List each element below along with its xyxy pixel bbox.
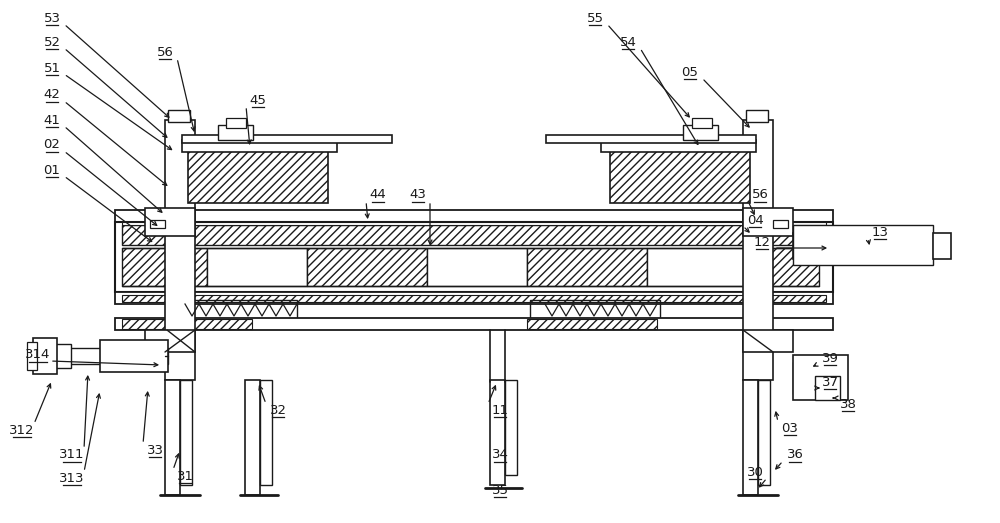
Text: 31: 31: [176, 470, 194, 483]
Text: 311: 311: [59, 449, 85, 461]
Text: 314: 314: [25, 348, 51, 361]
Bar: [188, 148, 328, 203]
Text: 05: 05: [682, 65, 698, 78]
Bar: [505, 380, 517, 475]
Bar: [427, 248, 527, 286]
Bar: [115, 318, 833, 330]
Bar: [546, 135, 756, 143]
Bar: [793, 378, 843, 394]
Bar: [527, 248, 647, 286]
Bar: [68, 348, 168, 364]
Bar: [122, 295, 826, 302]
Bar: [260, 380, 272, 485]
Bar: [743, 120, 773, 380]
Bar: [168, 110, 190, 122]
Text: 55: 55: [586, 12, 604, 25]
Text: 52: 52: [44, 36, 60, 49]
Bar: [933, 233, 951, 259]
Bar: [773, 220, 788, 228]
Bar: [815, 376, 840, 400]
Text: 44: 44: [370, 188, 386, 201]
Bar: [793, 355, 848, 400]
Bar: [122, 225, 826, 245]
Text: 30: 30: [747, 465, 763, 479]
Bar: [226, 118, 246, 128]
Bar: [793, 233, 898, 259]
Text: 13: 13: [872, 225, 889, 238]
Bar: [743, 330, 793, 352]
Text: 36: 36: [787, 449, 803, 461]
Bar: [793, 225, 933, 265]
Bar: [165, 380, 180, 495]
Bar: [683, 125, 718, 140]
Text: 54: 54: [620, 36, 636, 49]
Bar: [145, 208, 195, 236]
Bar: [27, 342, 37, 370]
Text: 51: 51: [44, 62, 60, 74]
Text: 43: 43: [410, 188, 426, 201]
Bar: [145, 330, 195, 352]
Bar: [182, 135, 392, 143]
Text: 312: 312: [9, 424, 35, 437]
Text: 56: 56: [157, 46, 173, 59]
Bar: [743, 208, 793, 236]
Bar: [743, 380, 758, 495]
Bar: [115, 222, 833, 292]
Bar: [122, 319, 252, 329]
Text: 56: 56: [752, 188, 768, 201]
Bar: [165, 120, 195, 380]
Text: 42: 42: [44, 88, 60, 101]
Bar: [150, 220, 165, 228]
Text: 12: 12: [754, 235, 770, 248]
Text: 11: 11: [492, 404, 509, 416]
Text: 39: 39: [822, 351, 838, 365]
Text: 35: 35: [492, 483, 509, 496]
Bar: [245, 380, 260, 495]
Bar: [601, 140, 756, 152]
Text: 313: 313: [59, 472, 85, 484]
Text: 34: 34: [492, 449, 508, 461]
Text: 01: 01: [44, 164, 60, 176]
Text: 45: 45: [250, 94, 266, 107]
Text: 33: 33: [146, 444, 164, 457]
Bar: [182, 140, 337, 152]
Bar: [33, 338, 57, 374]
Bar: [747, 248, 819, 286]
Bar: [207, 248, 307, 286]
Text: 32: 32: [270, 404, 287, 416]
Bar: [218, 125, 253, 140]
Bar: [55, 344, 71, 368]
Bar: [692, 118, 712, 128]
Bar: [746, 110, 768, 122]
Bar: [307, 248, 427, 286]
Text: 53: 53: [44, 12, 60, 25]
Bar: [115, 292, 833, 304]
Bar: [758, 380, 770, 485]
Bar: [100, 340, 168, 372]
Bar: [180, 380, 192, 485]
Bar: [530, 300, 660, 322]
Text: 41: 41: [44, 113, 60, 127]
Text: 04: 04: [747, 213, 763, 226]
Bar: [115, 210, 833, 222]
Text: 03: 03: [782, 422, 798, 435]
Bar: [122, 222, 826, 225]
Bar: [122, 248, 207, 286]
Bar: [647, 248, 747, 286]
Bar: [527, 319, 657, 329]
Text: 38: 38: [840, 397, 856, 411]
Bar: [167, 300, 297, 322]
Bar: [490, 380, 505, 485]
Text: 02: 02: [44, 139, 60, 152]
Bar: [793, 362, 843, 378]
Bar: [898, 230, 918, 262]
Text: 37: 37: [822, 376, 838, 389]
Bar: [610, 148, 750, 203]
